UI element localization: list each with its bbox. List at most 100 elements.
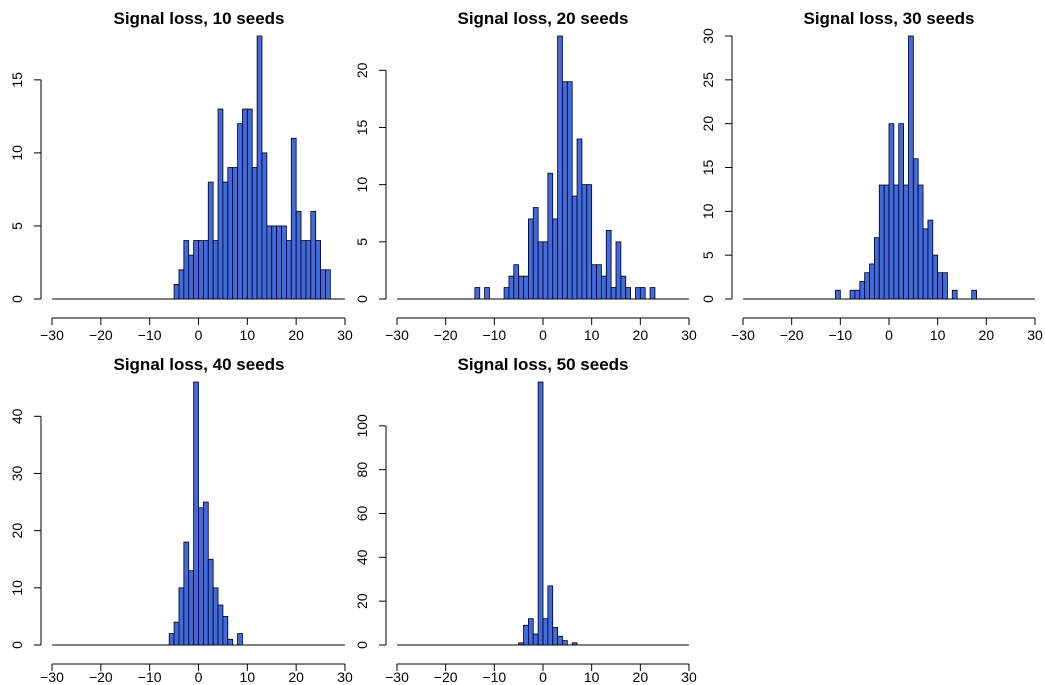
histogram-bar xyxy=(207,558,214,646)
histogram-bar xyxy=(237,633,243,646)
histogram-bar xyxy=(552,218,559,300)
histogram-bar xyxy=(183,541,190,646)
panel-title: Signal loss, 30 seeds xyxy=(803,9,974,28)
y-tick-label: 0 xyxy=(9,641,25,649)
x-tick-label: −20 xyxy=(89,669,113,685)
histogram-bar xyxy=(542,241,549,300)
histogram-bar xyxy=(193,381,199,646)
histogram-bar xyxy=(207,181,214,300)
panel-2: Signal loss, 20 seeds −30 −20 −10 0 10 20 30 0 5 1… xyxy=(354,9,697,343)
histogram-bar xyxy=(484,287,490,300)
histogram-bar xyxy=(562,81,568,300)
histogram-bar xyxy=(625,287,632,300)
histogram-bar xyxy=(610,287,617,300)
x-tick-label: 10 xyxy=(584,327,600,343)
histogram-bar xyxy=(256,35,263,300)
histogram-bar xyxy=(285,240,292,300)
x-tick-label: 0 xyxy=(539,327,547,343)
y-tick-label: 30 xyxy=(700,28,716,44)
histogram-bar xyxy=(168,633,175,646)
x-tick-label: −20 xyxy=(434,669,458,685)
histogram-bar xyxy=(246,108,253,300)
histogram-bar xyxy=(513,264,520,300)
histogram-bar xyxy=(183,240,190,300)
x-tick-label: 20 xyxy=(979,327,995,343)
histogram-bar xyxy=(620,275,627,300)
y-tick-label: 80 xyxy=(354,462,370,478)
y-tick-label: 15 xyxy=(9,72,25,88)
histogram-bar xyxy=(198,507,204,646)
histogram-bar xyxy=(474,287,481,300)
x-tick-label: 20 xyxy=(633,327,649,343)
histogram-bar xyxy=(217,604,224,646)
histogram-bar xyxy=(893,184,900,300)
y-tick-label: 40 xyxy=(9,408,25,424)
histogram-bar xyxy=(261,152,268,300)
histogram-bar xyxy=(523,275,529,300)
y-tick-label: 60 xyxy=(354,506,370,522)
histogram-bar xyxy=(202,501,209,646)
histogram-bar xyxy=(883,184,890,300)
histogram-bar xyxy=(605,229,612,300)
y-tick-label: 25 xyxy=(700,72,716,88)
x-tick-label: −10 xyxy=(482,669,506,685)
histogram-bar xyxy=(601,275,607,300)
y-tick-label: 30 xyxy=(9,465,25,481)
y-tick-label: 100 xyxy=(354,414,370,438)
histogram-bar xyxy=(290,137,297,300)
x-tick-label: 0 xyxy=(539,669,547,685)
panel-3: Signal loss, 30 seeds −30 −20 −10 0 10 20 30 0 5 1… xyxy=(700,9,1043,343)
histogram-bar xyxy=(518,642,524,646)
histogram-bar xyxy=(859,281,866,300)
histogram-bar xyxy=(325,269,331,300)
histogram-bar xyxy=(581,184,588,300)
y-tick-label: 0 xyxy=(700,295,716,303)
y-tick-label: 20 xyxy=(700,116,716,132)
y-tick-label: 0 xyxy=(354,641,370,649)
histogram-bar xyxy=(188,254,195,300)
histogram-bar xyxy=(251,167,258,300)
histogram-bar xyxy=(557,35,563,300)
histogram-bar xyxy=(635,287,641,300)
histogram-bar xyxy=(232,167,238,300)
x-tick-label: −20 xyxy=(434,327,458,343)
histogram-bar xyxy=(281,225,287,300)
x-tick-label: 20 xyxy=(633,669,649,685)
x-tick-label: 0 xyxy=(885,327,893,343)
histogram-bar xyxy=(537,241,544,300)
histogram-bar xyxy=(198,240,204,300)
x-tick-label: 20 xyxy=(288,669,304,685)
y-tick-label: 10 xyxy=(700,203,716,219)
histogram-bar xyxy=(537,381,544,646)
histogram-bar xyxy=(295,210,302,300)
histogram-bar xyxy=(917,184,924,300)
y-tick-label: 40 xyxy=(354,549,370,565)
panel-5: Signal loss, 50 seeds −30 −20 −10 0 10 20 30 0 20… xyxy=(354,355,697,685)
histogram-bar xyxy=(178,587,185,646)
x-tick-label: −10 xyxy=(138,327,162,343)
histogram-bar xyxy=(242,108,248,300)
y-tick-label: 10 xyxy=(9,145,25,161)
y-tick-label: 20 xyxy=(354,593,370,609)
panel-title: Signal loss, 40 seeds xyxy=(113,355,284,374)
x-tick-label: −20 xyxy=(780,327,804,343)
histogram-bar xyxy=(305,240,312,300)
histogram-bar xyxy=(912,158,919,300)
x-tick-label: 10 xyxy=(930,327,946,343)
histogram-bar xyxy=(310,210,317,300)
y-tick-label: 15 xyxy=(354,119,370,135)
histogram-bar xyxy=(227,638,234,646)
histogram-bar xyxy=(212,587,219,646)
x-tick-label: 30 xyxy=(681,669,697,685)
histogram-bar xyxy=(971,289,978,300)
y-tick-label: 5 xyxy=(354,238,370,246)
panel-title: Signal loss, 20 seeds xyxy=(457,9,628,28)
histogram-bar xyxy=(874,237,880,300)
x-tick-label: 0 xyxy=(195,327,203,343)
histogram-bar xyxy=(237,123,243,300)
x-tick-label: 30 xyxy=(337,327,353,343)
x-tick-label: −30 xyxy=(40,327,64,343)
y-tick-label: 0 xyxy=(9,295,25,303)
histogram-bar xyxy=(276,225,282,300)
histogram-bar xyxy=(173,283,180,300)
